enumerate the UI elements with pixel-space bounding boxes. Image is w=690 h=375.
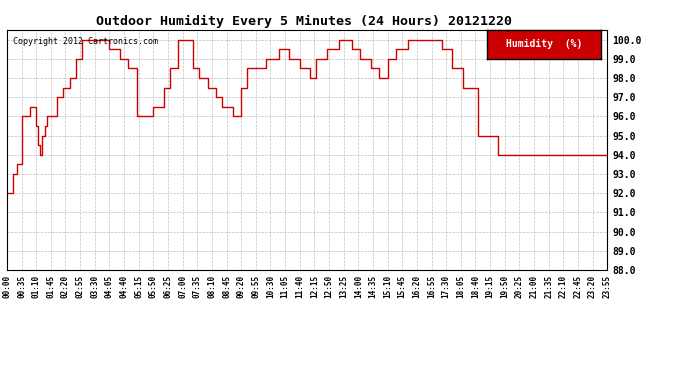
Text: Copyright 2012 Cartronics.com: Copyright 2012 Cartronics.com	[13, 37, 158, 46]
Text: Outdoor Humidity Every 5 Minutes (24 Hours) 20121220: Outdoor Humidity Every 5 Minutes (24 Hou…	[96, 15, 511, 28]
